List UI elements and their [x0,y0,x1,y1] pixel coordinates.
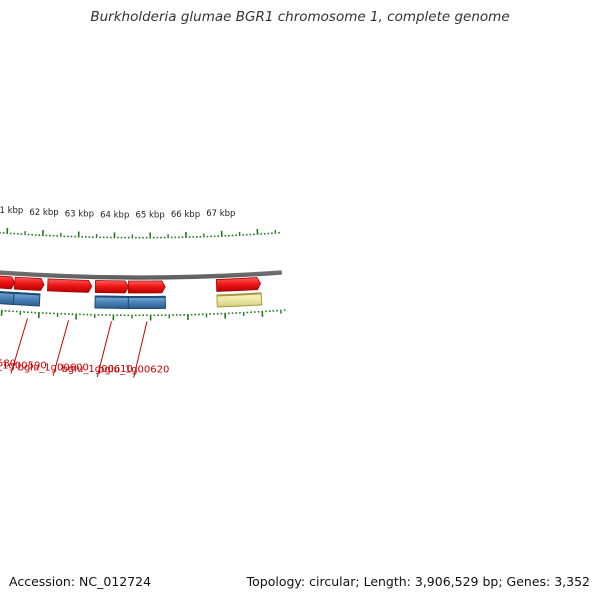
accession-label: Accession: [9,574,76,589]
ruler-label: 62 kbp [29,208,58,218]
gene-label: bglu_1g00610 [62,364,133,375]
gene-label-leader [10,318,28,374]
gene-label-leader [52,320,70,376]
ruler-label: 65 kbp [135,210,164,220]
ruler-label: 64 kbp [100,210,129,220]
gene-label: bglu_1g00580 [0,358,16,369]
cds-block-edge [216,292,262,297]
ruler-ticks [0,227,286,321]
backbone-layer [0,270,282,280]
gene-label-leader [96,321,112,378]
ruler-label: 67 kbp [206,209,235,219]
gene-label-leader [133,321,148,378]
chromosome-backbone [0,270,282,280]
ruler-label: 66 kbp [171,210,200,220]
gene-label-layer: bglu_1g00580bglu_1g00590bglu_1g00600bglu… [0,318,169,378]
gene-arrow[interactable] [215,277,261,292]
gene-arrow[interactable] [47,278,93,293]
gene-arrow[interactable] [0,275,16,290]
gene-arrow[interactable] [94,280,129,294]
gene-arrow[interactable] [13,276,45,291]
cds-block-edge [0,291,15,295]
gene-label: bglu_1g00620 [98,364,169,375]
gene-label: bglu_1g00600 [17,363,88,374]
gene-arrow[interactable] [128,280,166,294]
accession-value: NC_012724 [79,574,152,589]
gene-label: bglu_1g00590 [0,361,47,372]
ruler-label: 61 kbp [0,206,23,216]
gene-layer [0,275,261,294]
ruler-label: 63 kbp [65,210,94,220]
topology-info: Topology: circular; Length: 3,906,529 bp… [246,574,590,589]
genome-title: Burkholderia glumae BGR1 chromosome 1, c… [90,9,510,25]
cds-block[interactable] [127,295,166,310]
cds-block-edge [14,292,40,296]
cds-layer [0,291,263,310]
accession-info: Accession: NC_012724 [9,574,151,589]
